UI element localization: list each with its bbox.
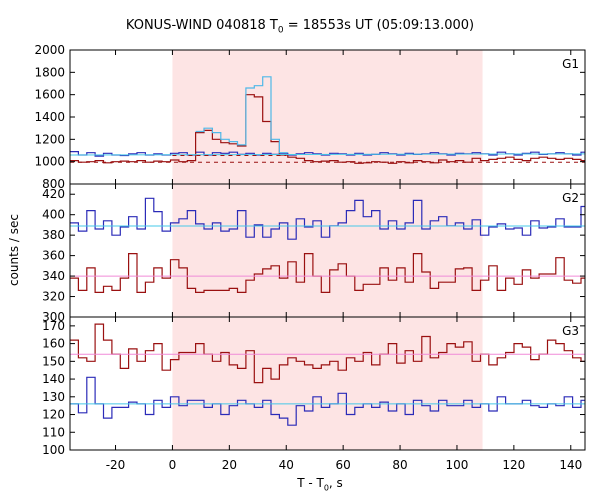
panel-g1-ytick-label: 1000 [34, 155, 65, 169]
panel-g3-ytick-label: 140 [42, 372, 65, 386]
panel-g3-frame [69, 316, 586, 451]
panel-g1-series-2 [195, 76, 288, 154]
panel-g1-ytick-label: 1800 [34, 65, 65, 79]
panel-g2-ytick-label: 400 [42, 208, 65, 222]
panel-g1-ytick-label: 1600 [34, 88, 65, 102]
xtick-label: 40 [279, 458, 294, 472]
chart-title: KONUS-WIND 040818 T0 = 18553s UT (05:09:… [125, 18, 475, 36]
shaded-interval [172, 50, 483, 450]
panel-g3-ytick-label: 120 [42, 408, 65, 422]
xtick-label: 0 [169, 458, 177, 472]
xtick-label: 60 [336, 458, 351, 472]
panel-g3-ytick-label: 150 [42, 354, 65, 368]
panel-g1-ytick-label: 1200 [34, 132, 65, 146]
panel-g2-label: G2 [562, 191, 579, 205]
panel-g2-ytick-label: 340 [42, 269, 65, 283]
x-axis-label: T - T0, s [297, 476, 343, 493]
xtick-label: -20 [106, 458, 126, 472]
panel-g3-ytick-label: 130 [42, 390, 65, 404]
panel-g1-line-line-3 [70, 153, 585, 156]
panel-g2-ytick-label: 300 [42, 310, 65, 324]
panel-g1-label: G1 [562, 57, 579, 71]
panel-g2-series-1 [70, 253, 585, 293]
panel-g3-label: G3 [562, 324, 579, 338]
xtick-label: 120 [502, 458, 525, 472]
panel-g3-ytick-label: 170 [42, 319, 65, 333]
panel-g1-ytick-label: 1400 [34, 110, 65, 124]
panel-g3-ytick-label: 110 [42, 425, 65, 439]
panel-g2-ytick-label: 380 [42, 228, 65, 242]
panel-g1-series-1 [70, 94, 585, 164]
xtick-label: 140 [559, 458, 582, 472]
xtick-label: 100 [446, 458, 469, 472]
panel-g2-ytick-label: 420 [42, 187, 65, 201]
panel-g1-ytick-label: 800 [42, 177, 65, 191]
panel-g2-ytick-label: 360 [42, 249, 65, 263]
panel-g2-ytick-label: 320 [42, 290, 65, 304]
xtick-label: 20 [222, 458, 237, 472]
xtick-label: 80 [392, 458, 407, 472]
panel-g1-ytick-label: 2000 [34, 43, 65, 57]
panel-g3-ytick-label: 160 [42, 337, 65, 351]
panel-g2-series-0 [70, 197, 585, 240]
panel-g3-ytick-label: 100 [42, 443, 65, 457]
